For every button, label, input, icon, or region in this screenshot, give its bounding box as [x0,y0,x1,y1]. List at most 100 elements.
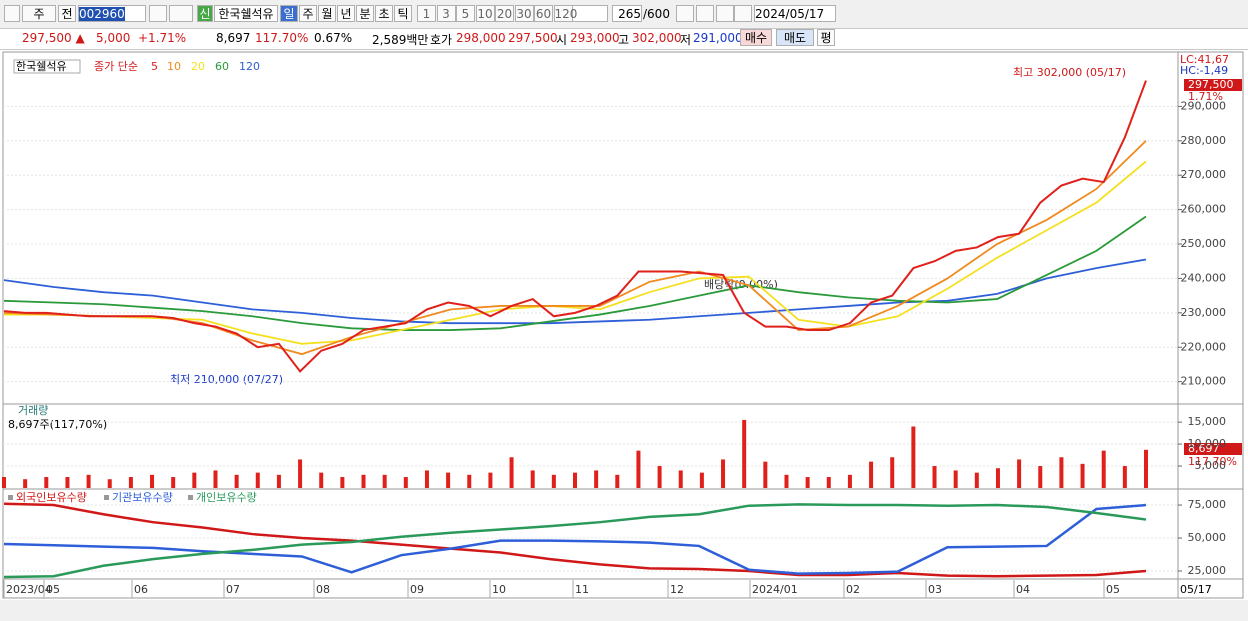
period-select[interactable]: 주 [22,5,56,22]
period-tab[interactable]: 일 [280,5,298,22]
volume-bar [805,477,810,488]
amount: 2,589백만 [372,33,429,47]
count-button[interactable]: 20 [495,5,514,22]
y-tick-label: 15,000 [1188,415,1227,428]
count-button[interactable]: 1 [417,5,436,22]
count-button[interactable]: 10 [475,5,495,22]
volume-bar [1101,450,1106,488]
low-note: 최저 210,000 (07/27) [170,373,283,386]
tool-icon[interactable] [696,5,714,22]
high-label: 고 [618,33,630,47]
volume-bar [594,470,599,488]
y-tick-label: 250,000 [1181,237,1227,250]
y-tick-label: 230,000 [1181,306,1227,319]
volume: 8,697 [216,31,251,45]
volume-bar [530,470,535,488]
code-input[interactable]: 002960 [78,5,146,22]
x-end-label: 05/17 [1180,583,1212,596]
sound-icon[interactable] [169,5,193,22]
volume-bar [784,474,789,488]
legend-entry: 20 [191,60,205,73]
volume-bar [1059,457,1064,488]
volume-bar [678,470,683,488]
period-tab[interactable]: 년 [337,5,355,22]
period-tab[interactable]: 월 [318,5,336,22]
eval-button[interactable]: 평 [817,29,835,46]
legend-ma: 종가 단순 [94,60,138,73]
period-tab[interactable]: 분 [356,5,374,22]
count-button[interactable]: 30 [514,5,534,22]
hc: HC:-1,49 [1180,64,1228,77]
last-volume-box [1184,443,1242,455]
legend-entry: 120 [239,60,260,73]
series-line [3,215,1147,331]
volume-bar [869,461,874,488]
quote-bar: 297,500 ▲ 5,000 +1.71% 8,697 117.70% 0.6… [0,29,1248,50]
y-tick-label: 25,000 [1188,564,1227,577]
ask-label: 호가 [430,33,453,47]
shown-count[interactable]: 265 [612,5,642,22]
volume-rate: 117.70% [255,31,309,45]
buy-button[interactable]: 매수 [740,29,772,46]
high-note: 최고 302,000 (05/17) [1013,66,1126,79]
count-button[interactable]: 60 [534,5,553,22]
volume-bar [699,472,704,488]
period-tab[interactable]: 초 [375,5,393,22]
legend-swatch [8,495,13,500]
volume-bar [509,457,514,488]
volume-bar [2,477,6,488]
legend-box [13,59,81,74]
legend-entry: 개인보유수량 [196,491,257,504]
total-count: /600 [643,7,670,21]
x-tick-label: 02 [846,583,860,596]
period-tab[interactable]: 주 [299,5,317,22]
volume-bar [44,477,49,488]
menu-icon[interactable] [4,5,20,22]
change: 5,000 [96,31,131,45]
sell-button[interactable]: 매도 [776,29,814,46]
x-tick-label: 09 [410,583,424,596]
volume-bar [657,466,662,488]
volume-bar [446,472,451,488]
last-box [1184,79,1242,91]
y-tick-label: 270,000 [1181,168,1227,181]
volume-bar [424,470,429,488]
x-tick-label: 03 [928,583,942,596]
last-volume: 8,697 [1188,442,1220,455]
ask: 298,000 [456,31,506,45]
range-select[interactable] [572,5,608,22]
volume-bar [932,466,937,488]
settings-icon[interactable] [734,5,752,22]
volume-bar [1038,466,1043,488]
chart-area: 한국쉘석유 종가 단순 LC:41,67 HC:-1,49 297,500 1.… [0,51,1248,621]
volume-bar [171,477,176,488]
code: 002960 [79,7,125,21]
open: 293,000 [570,31,620,45]
x-tick-label: 2024/01 [752,583,798,596]
volume-bar [86,474,91,488]
legend-swatch [104,495,109,500]
x-tick-label: 07 [226,583,240,596]
low: 291,000 [693,31,743,45]
volume-bar [150,474,155,488]
series-line [3,80,1147,373]
volume-bar [953,470,958,488]
count-button[interactable]: 120 [553,5,578,22]
volume-bar [382,474,387,488]
volume-bar [65,477,70,488]
search-icon[interactable] [149,5,167,22]
period-tab[interactable]: 틱 [394,5,412,22]
volume-bar [826,477,831,488]
x-tick-label: 06 [134,583,148,596]
volume-bar [1080,463,1085,488]
count-button[interactable]: 5 [456,5,475,22]
volume-bar [234,474,239,488]
scrollbar[interactable] [0,600,1248,621]
date-input[interactable]: 2024/05/17 [754,5,836,22]
count-button[interactable]: 3 [436,5,456,22]
series-line [4,160,1147,345]
series-line [3,503,1147,579]
save-icon[interactable] [716,5,734,22]
prev-button[interactable]: 전 [58,5,76,22]
tool-icon[interactable] [676,5,694,22]
